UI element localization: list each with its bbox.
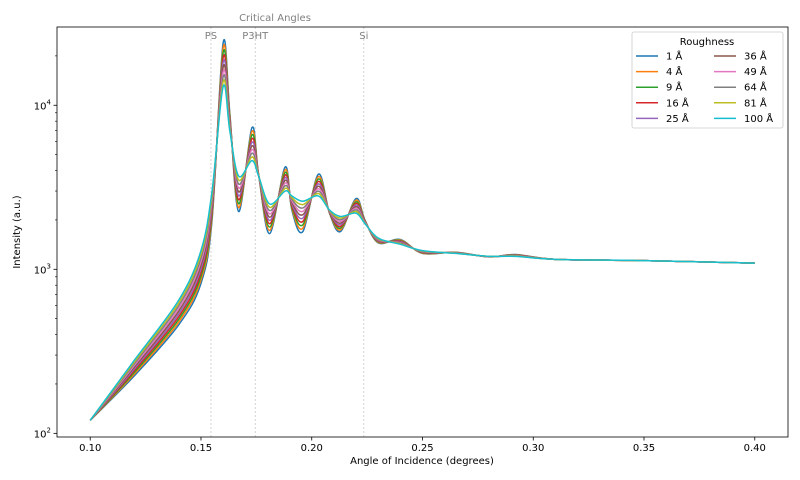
x-tick-label: 0.40 (744, 443, 766, 454)
x-tick-label: 0.10 (79, 443, 101, 454)
x-tick-label: 0.15 (190, 443, 212, 454)
critical-angle-name: PS (205, 31, 217, 42)
legend-label: 9 Å (666, 81, 683, 94)
x-tick-label: 0.25 (411, 443, 433, 454)
series-group (89, 39, 755, 421)
legend-box (631, 31, 784, 129)
legend-label: 1 Å (666, 50, 683, 63)
x-tick-label: 0.30 (522, 443, 544, 454)
y-axis: 102 103 104 (34, 55, 57, 440)
x-tick-label: 0.20 (301, 443, 323, 454)
legend-label: 81 Å (744, 96, 767, 109)
legend-label: 64 Å (744, 81, 767, 94)
legend-label: 100 Å (744, 112, 773, 125)
x-axis: 0.10 0.15 0.20 0.25 0.30 0.35 0.40 (79, 437, 766, 454)
legend-label: 49 Å (744, 65, 767, 78)
legend-items: 1 Å 4 Å 9 Å 16 Å 25 Å 36 Å 49 Å 64 Å 81 Å 100 Å (636, 50, 773, 125)
y-tick-label: 104 (34, 98, 52, 112)
critical-angle-lines: PS P3HT Si (205, 27, 368, 437)
y-tick-label: 103 (34, 262, 51, 276)
y-axis-label: Intensity (a.u.) (12, 195, 23, 268)
legend-label: 25 Å (666, 112, 689, 125)
legend-title: Roughness (680, 37, 735, 48)
y-tick-label: 102 (34, 426, 51, 440)
critical-angles-label: Critical Angles (239, 13, 311, 24)
legend-label: 36 Å (744, 50, 767, 63)
x-tick-label: 0.35 (633, 443, 655, 454)
legend: Roughness 1 Å 4 Å 9 Å 16 Å 25 Å 36 Å 49 Å 64 Å 8… (631, 31, 784, 129)
critical-angle-name: Si (359, 31, 368, 42)
series-line-100 (89, 84, 755, 421)
critical-angle-name: P3HT (242, 31, 269, 42)
x-axis-label: Angle of Incidence (degrees) (350, 456, 494, 467)
legend-label: 16 Å (666, 96, 689, 109)
legend-label: 4 Å (666, 65, 683, 78)
